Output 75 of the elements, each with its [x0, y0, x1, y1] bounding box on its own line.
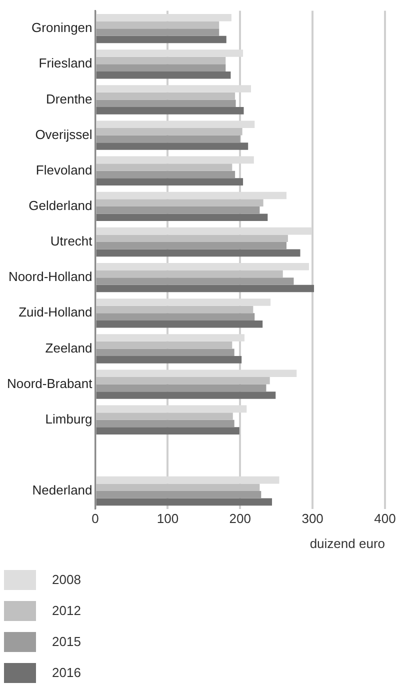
- x-tick-label: 0: [92, 511, 99, 526]
- y-tick-label: Friesland: [38, 56, 92, 71]
- y-tick-label: Overijssel: [35, 126, 92, 142]
- bar: [96, 128, 242, 136]
- bar: [96, 21, 220, 29]
- bar: [96, 28, 220, 36]
- bar: [96, 242, 286, 250]
- bar: [96, 370, 297, 378]
- bar: [96, 263, 309, 270]
- y-tick-label: Flevoland: [36, 162, 92, 178]
- x-axis-title: duizend euro: [310, 536, 385, 551]
- bar: [96, 227, 312, 235]
- legend-label: 2016: [52, 665, 81, 680]
- bar: [96, 356, 242, 364]
- bar: [96, 412, 233, 420]
- bar: [96, 392, 276, 399]
- bar: [96, 85, 251, 92]
- y-tick-label: Zuid-Holland: [18, 304, 92, 320]
- bar: [96, 320, 263, 328]
- bar: [96, 192, 286, 200]
- bar: [96, 135, 240, 143]
- bar: [96, 405, 247, 413]
- bar: [96, 341, 232, 349]
- y-tick-label: Noord-Holland: [8, 269, 92, 284]
- bar: [96, 36, 226, 44]
- bar: [96, 313, 255, 320]
- x-tick-label: 400: [374, 511, 396, 526]
- bar: [96, 156, 254, 164]
- x-tick-label: 200: [229, 511, 251, 526]
- bar: [96, 249, 300, 257]
- bar: [96, 384, 266, 392]
- bar: [96, 164, 232, 171]
- x-tick-label: 100: [156, 511, 179, 526]
- bar: [96, 64, 226, 72]
- bar: [96, 199, 264, 206]
- y-tick-label: Utrecht: [50, 234, 93, 249]
- bar: [96, 476, 280, 484]
- bar: [96, 170, 236, 178]
- bar: [96, 71, 231, 79]
- bar: [96, 56, 226, 64]
- bar: [96, 100, 236, 108]
- bar: [96, 234, 288, 242]
- bar: [96, 270, 283, 278]
- bar: [96, 50, 244, 57]
- bar: [96, 178, 244, 186]
- legend-label: 2015: [52, 634, 81, 649]
- bar: [96, 334, 244, 342]
- bar: [96, 120, 255, 128]
- legend-label: 2008: [52, 572, 81, 587]
- bar: [96, 206, 260, 214]
- y-tick-label: Limburg: [45, 411, 92, 426]
- bar: [96, 420, 234, 428]
- bar: [96, 498, 272, 506]
- bar: [96, 298, 271, 306]
- y-tick-label: Nederland: [32, 482, 92, 498]
- bar: [96, 92, 236, 100]
- bar: [96, 284, 314, 292]
- bar: [96, 377, 270, 384]
- bar: [96, 484, 260, 492]
- bar: [96, 142, 248, 150]
- bar: [96, 214, 268, 222]
- bar: [96, 427, 240, 434]
- bar: [96, 14, 232, 22]
- bar: [96, 306, 254, 314]
- legend-label: 2012: [52, 603, 81, 618]
- bar: [96, 348, 234, 356]
- y-tick-label: Gelderland: [28, 198, 92, 214]
- x-tick-label: 300: [302, 511, 324, 526]
- y-tick-label: Zeeland: [45, 340, 92, 356]
- bar: [96, 107, 244, 114]
- y-tick-label: Groningen: [32, 20, 92, 36]
- bar: [96, 491, 262, 498]
- y-tick-label: Noord-Brabant: [6, 376, 93, 391]
- bar: [96, 278, 294, 285]
- y-tick-label: Drenthe: [46, 91, 92, 106]
